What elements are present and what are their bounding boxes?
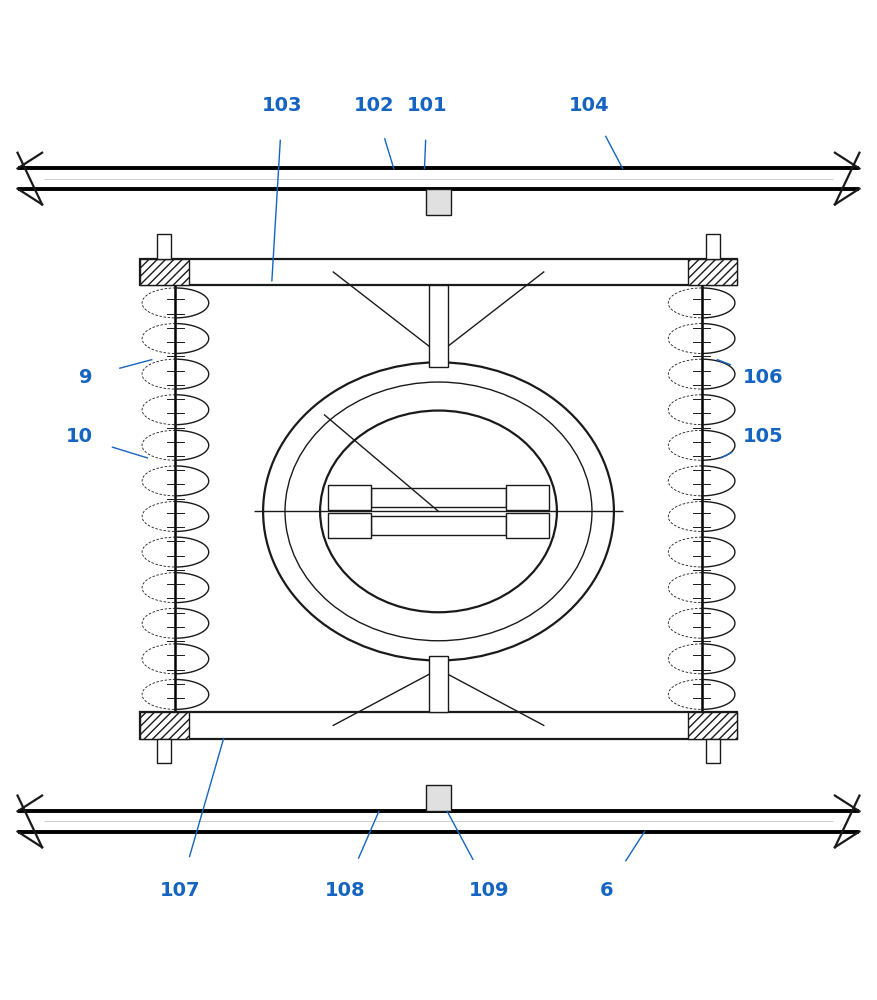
Text: 101: 101	[407, 96, 447, 115]
Bar	[140, 259, 737, 285]
Bar	[688, 712, 737, 739]
Text: 104: 104	[569, 96, 610, 115]
Bar	[429, 656, 448, 712]
Text: 106: 106	[743, 368, 783, 387]
Text: 109: 109	[469, 881, 510, 900]
Text: 102: 102	[354, 96, 395, 115]
Bar	[140, 259, 189, 285]
Bar	[39, 168, 838, 189]
Bar	[158, 234, 172, 259]
Bar	[706, 739, 720, 763]
Text: 105: 105	[743, 427, 783, 446]
Bar	[429, 285, 448, 367]
Bar	[688, 259, 737, 285]
Bar	[140, 712, 189, 739]
Bar	[370, 516, 507, 535]
Bar	[370, 488, 507, 507]
Text: 108: 108	[324, 881, 365, 900]
Bar	[426, 189, 451, 215]
Bar	[426, 785, 451, 811]
Text: 6: 6	[600, 881, 614, 900]
Text: 107: 107	[160, 881, 200, 900]
Bar	[507, 513, 549, 538]
Bar	[507, 485, 549, 510]
Text: 103: 103	[262, 96, 303, 115]
Bar	[329, 513, 371, 538]
Bar	[140, 712, 737, 739]
Bar	[39, 811, 838, 832]
Text: 10: 10	[66, 427, 92, 446]
Bar	[329, 485, 371, 510]
Text: 9: 9	[79, 368, 93, 387]
Bar	[706, 234, 720, 259]
Bar	[158, 739, 172, 763]
